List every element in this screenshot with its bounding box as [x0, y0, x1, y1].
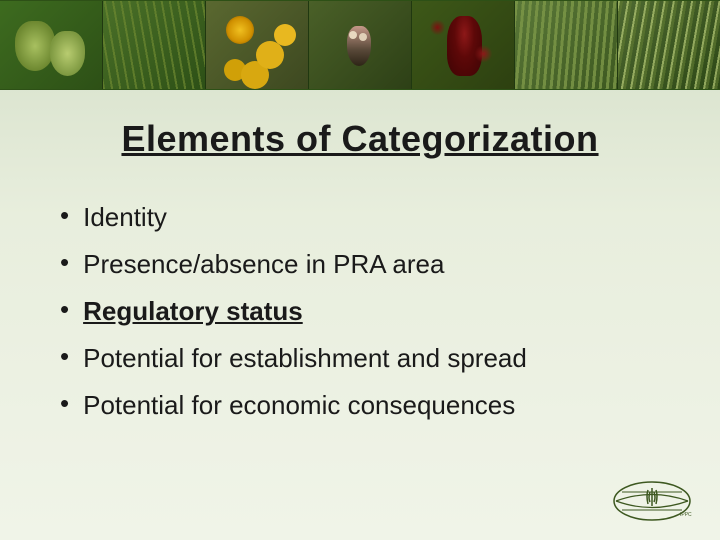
header-tile-grass-2	[515, 1, 618, 89]
header-tile-berries	[412, 1, 515, 89]
bullet-text: Identity	[83, 200, 167, 235]
bullet-dot-icon: •	[60, 249, 69, 275]
bullet-dot-icon: •	[60, 296, 69, 322]
svg-text:IPPC: IPPC	[680, 512, 692, 518]
bullet-text: Potential for establishment and spread	[83, 341, 527, 376]
bullet-dot-icon: •	[60, 202, 69, 228]
ippc-logo: IPPC	[612, 480, 692, 522]
bullet-item: • Identity	[60, 200, 720, 235]
slide-title: Elements of Categorization	[0, 118, 720, 160]
bullet-item: • Regulatory status	[60, 294, 720, 329]
header-tile-beetle	[309, 1, 412, 89]
header-tile-wheat	[618, 1, 720, 89]
bullet-item: • Potential for economic consequences	[60, 388, 720, 423]
bullet-dot-icon: •	[60, 343, 69, 369]
bullet-item: • Potential for establishment and spread	[60, 341, 720, 376]
bullet-dot-icon: •	[60, 390, 69, 416]
bullet-text: Presence/absence in PRA area	[83, 247, 444, 282]
bullet-text: Regulatory status	[83, 294, 303, 329]
header-tile-sunflowers	[206, 1, 309, 89]
bullet-list: • Identity • Presence/absence in PRA area • R…	[0, 200, 720, 423]
header-tile-grass	[103, 1, 206, 89]
header-tile-pears	[0, 1, 103, 89]
slide: Elements of Categorization • Identity • Pre…	[0, 0, 720, 540]
bullet-text: Potential for economic consequences	[83, 388, 515, 423]
header-image-band	[0, 0, 720, 90]
bullet-item: • Presence/absence in PRA area	[60, 247, 720, 282]
